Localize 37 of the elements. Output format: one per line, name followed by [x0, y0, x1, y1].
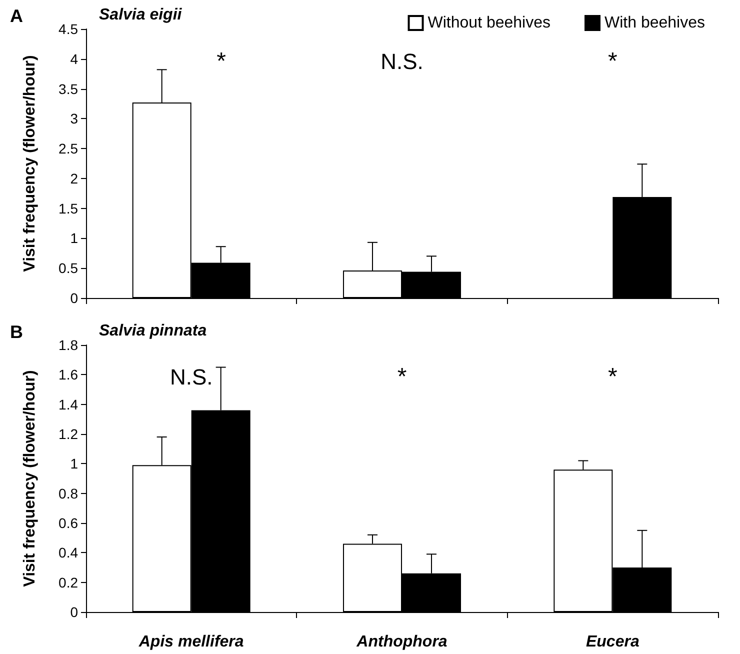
y-tick-label: 4.5 [58, 21, 78, 37]
y-tick-label: 1.4 [58, 396, 78, 412]
y-tick-label: 2 [70, 170, 78, 186]
y-tick-label: 4 [70, 50, 78, 67]
annotation: * [608, 48, 618, 75]
y-tick-label: 1.2 [58, 426, 78, 442]
y-tick-label: 0.8 [58, 485, 78, 502]
y-tick-label: 1.5 [58, 200, 78, 216]
y-axis-title: Visit frequency (flower/hour) [22, 55, 38, 272]
x-tick-label: Anthophora [356, 634, 448, 650]
annotation: N.S. [380, 48, 424, 74]
y-tick-label: 0 [70, 604, 78, 620]
y-tick-label: 0.2 [58, 574, 78, 590]
chart-title: Salvia eigii [99, 6, 182, 24]
y-tick-label: 0.5 [58, 260, 78, 276]
text: A [10, 6, 23, 26]
legend-label: With beehives [604, 14, 706, 32]
y-tick-label: 1 [70, 230, 78, 246]
chart-title: Salvia pinnata [99, 322, 207, 340]
y-tick-label: 1.6 [58, 366, 78, 383]
y-tick-label: 0.4 [58, 544, 78, 561]
x-tick-label: Apis mellifera [138, 634, 244, 650]
y-tick-label: 1.8 [58, 337, 78, 353]
annotation: * [216, 48, 226, 75]
annotation: * [397, 364, 407, 391]
y-tick-label: 0.6 [58, 515, 78, 531]
x-tick-label: Eucera [586, 634, 640, 650]
y-tick-label: 1 [70, 456, 78, 472]
y-tick-label: 3.5 [58, 80, 78, 97]
y-axis-title: Visit frequency (flower/hour) [22, 370, 38, 587]
legend-label: Without beehives [428, 14, 551, 32]
annotation: * [608, 364, 618, 391]
annotation: N.S. [170, 364, 213, 390]
text: B [10, 322, 23, 342]
y-tick-label: 0 [70, 290, 78, 306]
y-tick-label: 2.5 [58, 140, 78, 157]
y-tick-label: 3 [70, 110, 78, 127]
